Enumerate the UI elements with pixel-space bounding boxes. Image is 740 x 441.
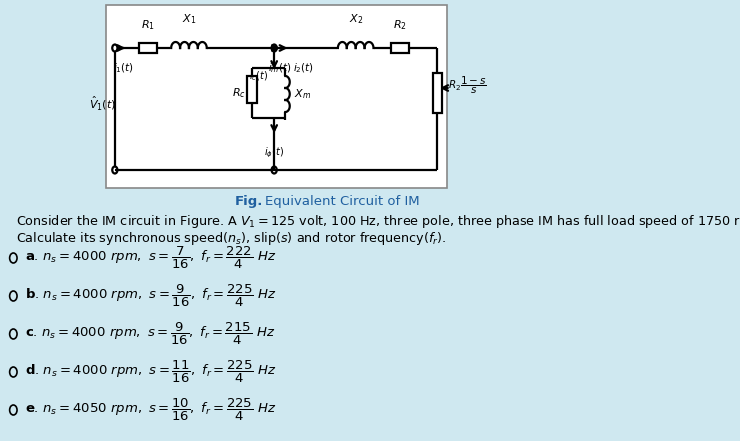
Bar [391,43,409,53]
Text: $i_1(t)$: $i_1(t)$ [113,61,134,75]
Text: $i_2(t)$: $i_2(t)$ [293,61,314,75]
Text: $i_c(t)$: $i_c(t)$ [249,69,269,83]
Text: $\mathbf{d}$. $n_s = 4000\ \mathit{rpm},\ s = \dfrac{11}{16},\ f_r = \dfrac{225}: $\mathbf{d}$. $n_s = 4000\ \mathit{rpm},… [25,359,277,385]
Text: Consider the IM circuit in Figure. A $V_1 = 125$ volt, 100 Hz, three pole, three: Consider the IM circuit in Figure. A $V_… [16,213,740,230]
Bar [139,43,157,53]
Bar [106,5,447,188]
Bar [433,73,442,113]
Text: $i_m(t)$: $i_m(t)$ [269,61,292,75]
Text: $X_1$: $X_1$ [182,12,196,26]
Text: $X_m$: $X_m$ [295,87,312,101]
Bar [246,76,257,103]
Text: Fig.: Fig. [235,195,263,208]
Text: $X_2$: $X_2$ [349,12,363,26]
Text: $R_1$: $R_1$ [141,18,155,32]
Text: Equivalent Circuit of IM: Equivalent Circuit of IM [265,195,420,208]
Text: $i_\phi(t)$: $i_\phi(t)$ [264,146,284,161]
Text: $\mathbf{c}$. $n_s = 4000\ \mathit{rpm},\ s = \dfrac{9}{16},\ f_r = \dfrac{215}{: $\mathbf{c}$. $n_s = 4000\ \mathit{rpm},… [25,321,275,347]
Text: $R_c$: $R_c$ [232,86,246,101]
Text: $\mathbf{e}$. $n_s = 4050\ \mathit{rpm},\ s = \dfrac{10}{16},\ f_r = \dfrac{225}: $\mathbf{e}$. $n_s = 4050\ \mathit{rpm},… [25,397,277,423]
Text: $\mathbf{b}$. $n_s = 4000\ \mathit{rpm},\ s = \dfrac{9}{16},\ f_r = \dfrac{225}{: $\mathbf{b}$. $n_s = 4000\ \mathit{rpm},… [25,283,277,309]
Text: $\mathbf{a}$. $n_s = 4000\ \mathit{rpm},\ s = \dfrac{7}{16},\ f_r = \dfrac{222}{: $\mathbf{a}$. $n_s = 4000\ \mathit{rpm},… [25,245,277,271]
Text: $R_2$: $R_2$ [393,18,407,32]
Text: $R_2\dfrac{1-s}{s}$: $R_2\dfrac{1-s}{s}$ [448,75,486,96]
Text: Calculate its synchronous speed$(n_s)$, slip$(s)$ and rotor frequency$(f_r)$.: Calculate its synchronous speed$(n_s)$, … [16,230,447,247]
Text: $\hat{V}_1(t)$: $\hat{V}_1(t)$ [90,94,117,112]
